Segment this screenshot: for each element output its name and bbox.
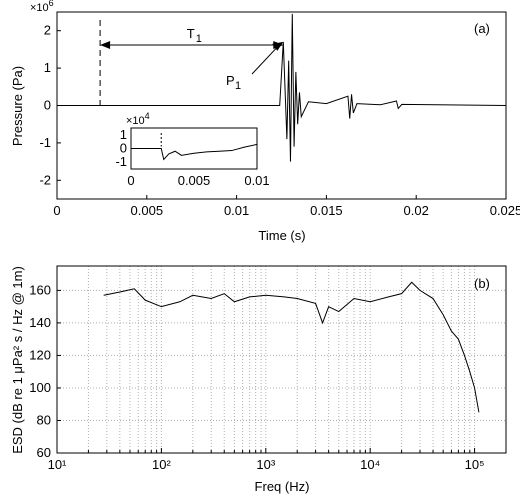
panel-a-xtick-label: 0.01 xyxy=(224,203,249,218)
panel-a-ylabel: Pressure (Pa) xyxy=(10,66,25,146)
panel-a-xtick-label: 0.025 xyxy=(490,203,520,218)
panel-a-ytick-label: 0 xyxy=(44,98,51,113)
panel-a-ytick-label: -2 xyxy=(39,172,51,187)
panel-b-ytick-label: 60 xyxy=(37,445,51,460)
p1-subscript: 1 xyxy=(235,80,241,92)
inset-series-line xyxy=(131,143,258,161)
panel-a-xtick-label: 0.005 xyxy=(131,203,164,218)
panel-b-ytick-label: 160 xyxy=(29,282,51,297)
panel-a-xtick-label: 0.02 xyxy=(404,203,429,218)
panel-a-xtick-label: 0 xyxy=(53,203,60,218)
panel-b-ylabel: ESD (dB re 1 μPa² s / Hz @ 1m) xyxy=(10,266,25,454)
panel-b-frame xyxy=(56,265,507,454)
panel-b-ytick-label: 80 xyxy=(37,412,51,427)
p1-label: P xyxy=(226,73,235,88)
inset-ytick-label: 0 xyxy=(120,141,127,156)
panel-b-series-line xyxy=(103,281,480,413)
t1-label: T xyxy=(187,26,195,41)
p1-arrow-line xyxy=(251,44,280,75)
panel-b-xtick-label: 10⁴ xyxy=(360,457,380,472)
t1-subscript: 1 xyxy=(196,33,202,45)
p1-arrow-head xyxy=(272,41,284,51)
inset-xtick-label: 0.01 xyxy=(244,173,269,188)
panel-a-multiplier: ×106 xyxy=(30,0,54,14)
panel-a-ytick-label: -1 xyxy=(39,135,51,150)
panel-b-ytick-label: 140 xyxy=(29,315,51,330)
panel-b-xtick-label: 10² xyxy=(152,457,171,472)
panel-b-ytick-label: 100 xyxy=(29,380,51,395)
panel-a-ytick-label: 2 xyxy=(44,23,51,38)
panel-a-xlabel: Time (s) xyxy=(258,228,305,243)
panel-b-xtick-label: 10¹ xyxy=(48,457,67,472)
inset-ytick-label: 1 xyxy=(120,127,127,142)
panel-b-xtick-label: 10⁵ xyxy=(465,457,485,472)
panel-a-series-line xyxy=(57,13,507,162)
panel-b-label: (b) xyxy=(474,276,490,291)
inset-xtick-label: 0.005 xyxy=(178,173,211,188)
inset: ×104 0 0.005 0.01-101 xyxy=(115,111,269,188)
panel-b-ytick-label: 120 xyxy=(29,347,51,362)
inset-ytick-label: -1 xyxy=(115,154,127,169)
panel-a-label: (a) xyxy=(474,21,490,36)
inset-xtick-label: 0 xyxy=(127,173,134,188)
panel-b-xtick-label: 10³ xyxy=(256,457,275,472)
panel-b: 10¹ 10² 10³ 10⁴ 10⁵ 60 80 100 120 140 160 (b) Freq… xyxy=(10,265,507,494)
inset-multiplier: ×104 xyxy=(126,111,150,127)
panel-a-xtick-label: 0.015 xyxy=(310,203,343,218)
panel-a-ytick-label: 1 xyxy=(44,60,51,75)
t1-arrow-head-left xyxy=(100,41,111,49)
panel-b-xlabel: Freq (Hz) xyxy=(255,479,310,494)
